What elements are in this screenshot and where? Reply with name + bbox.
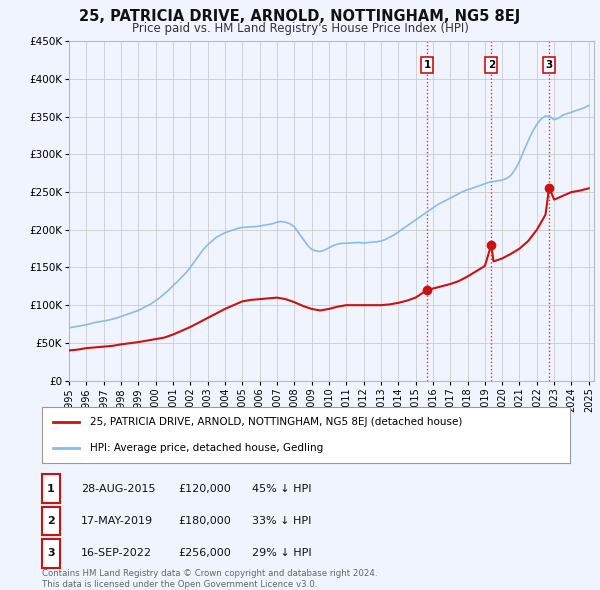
Text: 1: 1: [47, 484, 55, 493]
Text: 45% ↓ HPI: 45% ↓ HPI: [252, 484, 311, 493]
Text: Price paid vs. HM Land Registry's House Price Index (HPI): Price paid vs. HM Land Registry's House …: [131, 22, 469, 35]
Text: 2: 2: [488, 60, 495, 70]
Text: 1: 1: [424, 60, 431, 70]
Text: 3: 3: [47, 549, 55, 558]
Text: 25, PATRICIA DRIVE, ARNOLD, NOTTINGHAM, NG5 8EJ (detached house): 25, PATRICIA DRIVE, ARNOLD, NOTTINGHAM, …: [89, 417, 462, 427]
Text: 33% ↓ HPI: 33% ↓ HPI: [252, 516, 311, 526]
Text: 2: 2: [47, 516, 55, 526]
Text: £120,000: £120,000: [178, 484, 231, 493]
Text: 3: 3: [545, 60, 553, 70]
Text: 25, PATRICIA DRIVE, ARNOLD, NOTTINGHAM, NG5 8EJ: 25, PATRICIA DRIVE, ARNOLD, NOTTINGHAM, …: [79, 9, 521, 24]
Text: HPI: Average price, detached house, Gedling: HPI: Average price, detached house, Gedl…: [89, 443, 323, 453]
Text: 29% ↓ HPI: 29% ↓ HPI: [252, 549, 311, 558]
Text: 17-MAY-2019: 17-MAY-2019: [81, 516, 153, 526]
Text: Contains HM Land Registry data © Crown copyright and database right 2024.
This d: Contains HM Land Registry data © Crown c…: [42, 569, 377, 589]
Text: 28-AUG-2015: 28-AUG-2015: [81, 484, 155, 493]
Text: £256,000: £256,000: [178, 549, 231, 558]
Text: 16-SEP-2022: 16-SEP-2022: [81, 549, 152, 558]
Text: £180,000: £180,000: [178, 516, 231, 526]
